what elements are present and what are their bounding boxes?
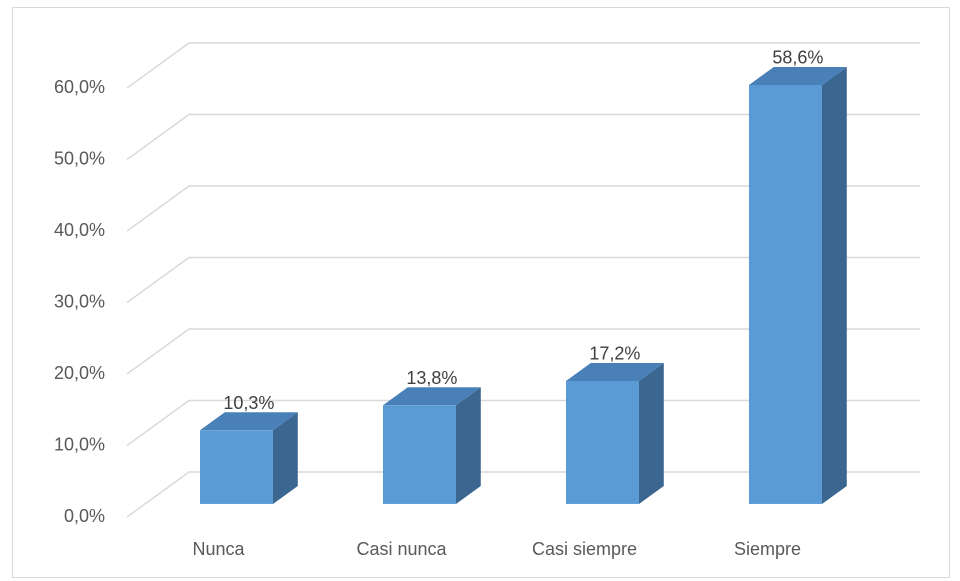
value-label: 58,6%: [772, 48, 823, 68]
x-tick-label: Siempre: [734, 539, 801, 559]
bar-front: [382, 405, 456, 504]
y-tick-label: 20,0%: [54, 363, 105, 383]
x-tick-label: Casi nunca: [356, 539, 447, 559]
y-tick-label: 30,0%: [54, 291, 105, 311]
grid-line: [126, 113, 920, 161]
bar-side: [455, 387, 481, 504]
bar: [199, 412, 298, 504]
value-label: 10,3%: [223, 393, 274, 413]
bar-top: [565, 362, 664, 381]
bar: [748, 66, 847, 504]
y-tick-label: 40,0%: [54, 220, 105, 240]
bar: [382, 387, 481, 504]
y-tick-label: 0,0%: [64, 506, 105, 526]
y-tick-label: 60,0%: [54, 77, 105, 97]
grid-line: [126, 185, 920, 232]
bar-top: [748, 66, 847, 85]
y-tick-label: 50,0%: [54, 148, 105, 168]
value-label: 17,2%: [589, 344, 640, 364]
bar-side: [272, 412, 298, 504]
y-tick-label: 10,0%: [54, 434, 105, 454]
bar-front: [199, 430, 273, 504]
bar-front: [748, 84, 822, 504]
bar-front: [565, 380, 639, 504]
bar-side: [638, 362, 664, 504]
bar: [565, 362, 664, 504]
bar-top: [382, 387, 481, 406]
grid-line: [126, 399, 920, 447]
grid-line: [126, 256, 920, 304]
bar-top: [199, 412, 298, 431]
x-tick-label: Nunca: [192, 539, 245, 559]
grid-line: [126, 471, 920, 518]
value-label: 13,8%: [406, 368, 457, 388]
grid-line: [126, 328, 920, 375]
bar-side: [821, 66, 847, 504]
grid-line: [126, 42, 920, 89]
x-tick-label: Casi siempre: [532, 539, 637, 559]
